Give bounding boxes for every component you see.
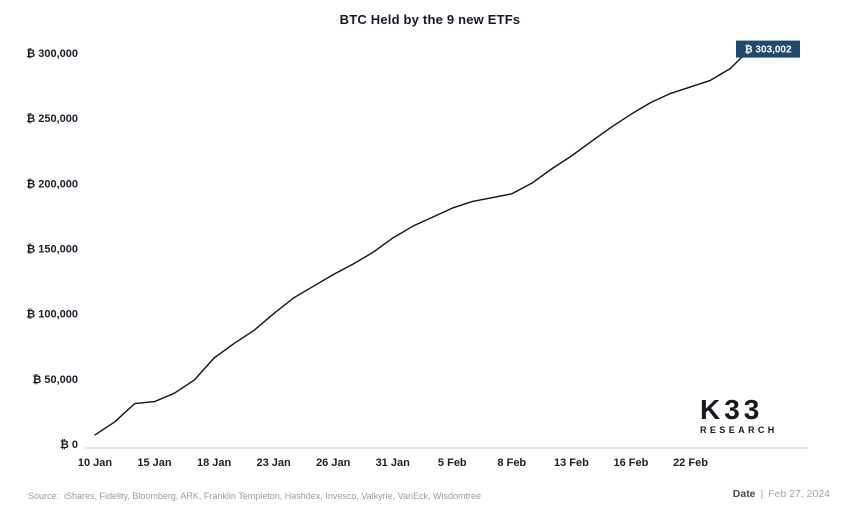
x-tick-label: 22 Feb — [673, 457, 708, 469]
chart-line — [94, 48, 751, 436]
source-list: iShares, Fidelity, Bloomberg, ARK, Frank… — [64, 491, 482, 501]
y-tick-label: ₿ 50,000 — [32, 374, 78, 386]
y-tick-label: ₿ 100,000 — [26, 309, 78, 321]
source-label: Source: — [28, 491, 60, 501]
date-label: Date — [732, 488, 756, 500]
date-note: Date | Feb 27, 2024 — [733, 488, 830, 500]
source-note: Source: iShares, Fidelity, Bloomberg, ARK… — [28, 491, 481, 501]
end-value-badge — [736, 40, 800, 58]
date-value: Feb 27, 2024 — [768, 488, 830, 500]
x-tick-label: 31 Jan — [376, 457, 411, 469]
x-tick-label: 16 Feb — [613, 457, 648, 469]
x-tick-label: 8 Feb — [497, 457, 526, 469]
y-tick-label: ₿ 200,000 — [26, 178, 78, 190]
x-tick-label: 18 Jan — [197, 457, 232, 469]
k33-research-logo: K33 RESEARCH — [700, 394, 778, 436]
x-tick-label: 13 Feb — [554, 457, 589, 469]
x-tick-label: 15 Jan — [137, 457, 172, 469]
x-tick-label: 5 Feb — [438, 457, 467, 469]
y-tick-label: ₿ 300,000 — [26, 48, 78, 60]
y-tick-label: ₿ 250,000 — [26, 113, 78, 125]
line-chart: ₿ 0 ₿ 50,000 ₿ 100,000 ₿ 150,000 ₿ 200,000 ₿ … — [26, 40, 808, 469]
date-separator: | — [760, 488, 764, 500]
end-value-label: ₿ 303,002 — [744, 44, 792, 56]
logo-k33-text: K33 — [700, 394, 764, 425]
x-tick-label: 23 Jan — [256, 457, 291, 469]
y-tick-label: ₿ 150,000 — [26, 244, 78, 256]
chart-title: BTC Held by the 9 new ETFs — [339, 12, 521, 27]
x-tick-label: 26 Jan — [316, 457, 351, 469]
x-tick-label: 10 Jan — [78, 457, 113, 469]
logo-research-text: RESEARCH — [700, 425, 778, 435]
y-tick-label: ₿ 0 — [60, 439, 78, 451]
